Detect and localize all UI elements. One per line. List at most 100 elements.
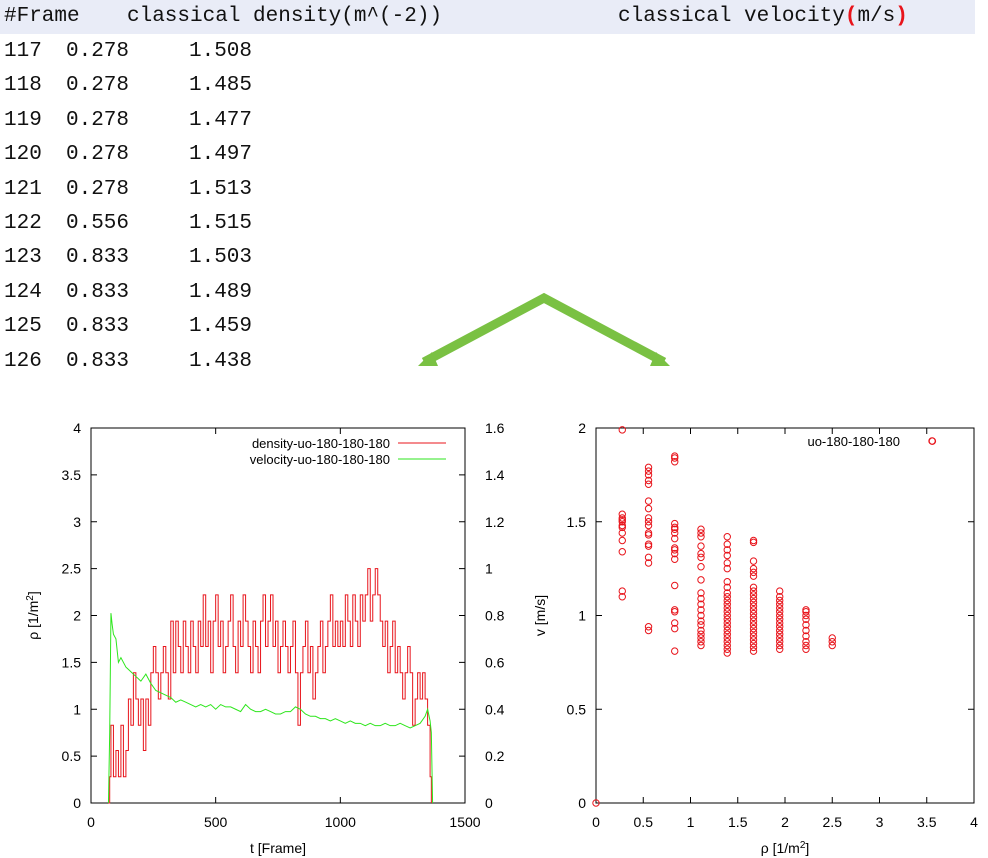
scatter-point bbox=[697, 563, 705, 571]
scatter-point bbox=[776, 638, 784, 646]
scatter-point bbox=[723, 546, 731, 554]
scatter-point bbox=[749, 636, 758, 644]
scatter-point bbox=[671, 608, 679, 616]
scatter-x-tick-label: 3 bbox=[876, 814, 884, 830]
y-axis-label-end: ] bbox=[25, 591, 41, 595]
scatter-point bbox=[671, 529, 679, 537]
scatter-point bbox=[723, 589, 731, 597]
scatter-point bbox=[618, 548, 626, 556]
table-cell-velocity: 1.515 bbox=[189, 212, 253, 235]
scatter-point bbox=[723, 533, 731, 541]
table-cell-frame: 125 bbox=[4, 315, 42, 339]
table-cell-velocity: 1.497 bbox=[189, 143, 253, 167]
scatter-point bbox=[802, 632, 810, 640]
scatter-point bbox=[723, 593, 731, 601]
header-velocity-label: classical velocity bbox=[618, 5, 845, 28]
scatter-point bbox=[723, 564, 731, 573]
header-velocity-unit: m/s bbox=[857, 5, 896, 28]
header-velocity: classical velocity(m/s) bbox=[618, 5, 908, 28]
y-tick-label: 1 bbox=[73, 701, 81, 717]
x-tick-label: 0 bbox=[87, 814, 95, 830]
legend-label: density-uo-180-180-180 bbox=[252, 436, 390, 451]
header-velocity-open-paren: ( bbox=[844, 5, 858, 28]
table-cell-density: 0.833 bbox=[66, 280, 130, 304]
y-tick-label: 0.5 bbox=[62, 748, 82, 764]
table-cell-frame: 118 bbox=[4, 74, 42, 98]
scatter-point bbox=[618, 514, 626, 522]
scatter-point bbox=[776, 634, 784, 642]
scatter-point bbox=[697, 529, 705, 537]
scatter-point bbox=[749, 538, 758, 547]
scatter-point bbox=[697, 589, 705, 597]
scatter-point bbox=[697, 621, 705, 629]
scatter-legend-label: uo-180-180-180 bbox=[807, 434, 900, 449]
scatter-point bbox=[697, 533, 705, 541]
table-cell-velocity: 1.477 bbox=[189, 108, 253, 132]
scatter-point bbox=[723, 641, 731, 650]
scatter-point bbox=[749, 647, 758, 655]
scatter-x-axis-label: ρ [1/m2] bbox=[761, 840, 810, 857]
scatter-point bbox=[749, 564, 758, 573]
scatter-x-axis-label-text: ρ [1/m bbox=[761, 840, 800, 856]
header-velocity-close-paren: ) bbox=[895, 5, 908, 28]
arrow-left-head bbox=[418, 352, 438, 366]
scatter-point bbox=[697, 606, 705, 614]
scatter-point bbox=[723, 619, 731, 627]
scatter-x-tick-label: 0.5 bbox=[634, 814, 654, 830]
scatter-point bbox=[697, 611, 705, 620]
table-header-bar bbox=[0, 0, 975, 34]
scatter-x-tick-label: 1.5 bbox=[728, 814, 748, 830]
scatter-point bbox=[776, 619, 784, 627]
scatter-y-tick-label: 1.5 bbox=[567, 514, 587, 530]
scatter-point bbox=[671, 647, 679, 655]
scatter-point bbox=[618, 426, 626, 434]
scatter-point bbox=[592, 799, 600, 807]
scatter-point bbox=[644, 531, 653, 539]
scatter-point bbox=[618, 510, 626, 518]
scatter-x-tick-label: 0 bbox=[592, 814, 600, 830]
y-axis-label: ρ [1/m2] bbox=[25, 591, 42, 640]
scatter-point bbox=[671, 624, 679, 633]
scatter-point bbox=[671, 544, 679, 552]
scatter-point bbox=[776, 608, 784, 616]
table-cell-frame: 120 bbox=[4, 143, 42, 167]
scatter-plot-frame bbox=[595, 427, 975, 804]
split-arrow bbox=[418, 292, 670, 366]
scatter-point bbox=[802, 615, 810, 623]
scatter-point bbox=[644, 542, 653, 550]
table-cell-frame: 121 bbox=[4, 177, 42, 201]
scatter-point bbox=[644, 626, 653, 635]
scatter-point bbox=[697, 525, 705, 533]
table-cell-density: 0.833 bbox=[66, 246, 130, 270]
scatter-point bbox=[776, 626, 784, 635]
table-cell-velocity: 1.459 bbox=[189, 315, 253, 339]
y-tick-label: 2 bbox=[73, 608, 81, 624]
scatter-x-axis-label-end: ] bbox=[805, 840, 809, 856]
series-line-velocity bbox=[107, 613, 434, 804]
table-cell-velocity: 1.489 bbox=[189, 280, 253, 304]
scatter-point bbox=[644, 559, 653, 567]
scatter-point bbox=[749, 557, 758, 565]
y2-tick-label: 0 bbox=[485, 795, 493, 811]
scatter-point bbox=[802, 638, 810, 646]
scatter-point bbox=[644, 518, 653, 526]
scatter-point bbox=[802, 608, 810, 616]
scatter-point bbox=[723, 645, 731, 653]
scatter-point bbox=[749, 643, 758, 652]
scatter-point bbox=[618, 523, 626, 532]
scatter-point bbox=[671, 452, 679, 460]
series-line-density bbox=[108, 568, 432, 804]
table-cell-velocity: 1.508 bbox=[189, 40, 253, 63]
scatter-point bbox=[618, 518, 626, 526]
y-tick-label: 1.5 bbox=[62, 654, 82, 670]
table-cell-velocity: 1.503 bbox=[189, 246, 253, 270]
scatter-x-tick-label: 3.5 bbox=[917, 814, 937, 830]
y2-tick-label: 1.6 bbox=[485, 420, 505, 436]
table-cell-density: 0.833 bbox=[66, 315, 130, 339]
scatter-point bbox=[802, 621, 810, 629]
scatter-point bbox=[749, 587, 758, 595]
y2-tick-label: 0.6 bbox=[485, 654, 505, 670]
scatter-point bbox=[723, 615, 731, 623]
scatter-point bbox=[749, 591, 758, 599]
scatter-point bbox=[723, 623, 731, 631]
